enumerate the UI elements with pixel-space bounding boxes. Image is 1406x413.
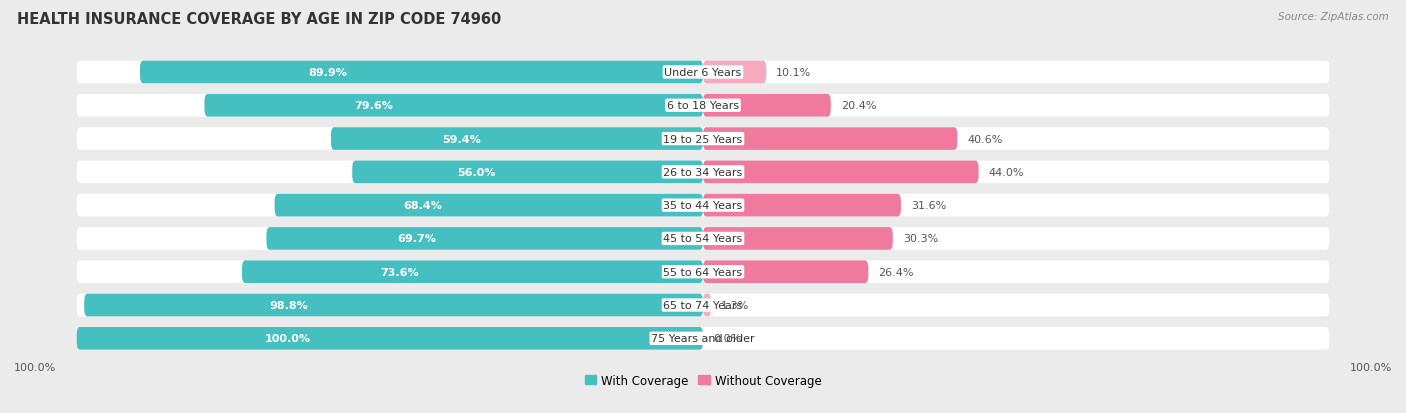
- Text: 68.4%: 68.4%: [404, 201, 441, 211]
- Text: 59.4%: 59.4%: [443, 134, 481, 144]
- FancyBboxPatch shape: [703, 62, 766, 84]
- FancyBboxPatch shape: [703, 228, 893, 250]
- Text: 10.1%: 10.1%: [776, 68, 811, 78]
- Text: 100.0%: 100.0%: [14, 362, 56, 372]
- Text: 100.0%: 100.0%: [264, 334, 311, 344]
- FancyBboxPatch shape: [77, 327, 703, 350]
- Text: 19 to 25 Years: 19 to 25 Years: [664, 134, 742, 144]
- Text: 45 to 54 Years: 45 to 54 Years: [664, 234, 742, 244]
- FancyBboxPatch shape: [703, 195, 901, 217]
- Text: 31.6%: 31.6%: [911, 201, 946, 211]
- Text: 40.6%: 40.6%: [967, 134, 1002, 144]
- FancyBboxPatch shape: [77, 228, 1329, 250]
- FancyBboxPatch shape: [77, 261, 1329, 283]
- FancyBboxPatch shape: [84, 294, 703, 317]
- FancyBboxPatch shape: [242, 261, 703, 283]
- Text: 79.6%: 79.6%: [354, 101, 392, 111]
- Text: 44.0%: 44.0%: [988, 167, 1024, 178]
- FancyBboxPatch shape: [274, 195, 703, 217]
- Text: 89.9%: 89.9%: [309, 68, 347, 78]
- FancyBboxPatch shape: [703, 294, 711, 317]
- Text: 0.0%: 0.0%: [713, 334, 741, 344]
- FancyBboxPatch shape: [141, 62, 703, 84]
- FancyBboxPatch shape: [703, 261, 869, 283]
- Text: 20.4%: 20.4%: [841, 101, 876, 111]
- Text: HEALTH INSURANCE COVERAGE BY AGE IN ZIP CODE 74960: HEALTH INSURANCE COVERAGE BY AGE IN ZIP …: [17, 12, 501, 27]
- Text: 65 to 74 Years: 65 to 74 Years: [664, 300, 742, 310]
- FancyBboxPatch shape: [77, 161, 1329, 184]
- Text: 75 Years and older: 75 Years and older: [651, 334, 755, 344]
- Text: Source: ZipAtlas.com: Source: ZipAtlas.com: [1278, 12, 1389, 22]
- FancyBboxPatch shape: [353, 161, 703, 184]
- FancyBboxPatch shape: [703, 128, 957, 150]
- FancyBboxPatch shape: [267, 228, 703, 250]
- FancyBboxPatch shape: [77, 195, 1329, 217]
- FancyBboxPatch shape: [204, 95, 703, 117]
- Legend: With Coverage, Without Coverage: With Coverage, Without Coverage: [579, 369, 827, 392]
- FancyBboxPatch shape: [77, 95, 1329, 117]
- FancyBboxPatch shape: [703, 161, 979, 184]
- Text: 35 to 44 Years: 35 to 44 Years: [664, 201, 742, 211]
- Text: 98.8%: 98.8%: [270, 300, 308, 310]
- Text: 69.7%: 69.7%: [398, 234, 436, 244]
- FancyBboxPatch shape: [703, 95, 831, 117]
- FancyBboxPatch shape: [77, 62, 1329, 84]
- Text: 1.3%: 1.3%: [721, 300, 749, 310]
- FancyBboxPatch shape: [77, 327, 1329, 350]
- FancyBboxPatch shape: [330, 128, 703, 150]
- Text: 26.4%: 26.4%: [879, 267, 914, 277]
- Text: Under 6 Years: Under 6 Years: [665, 68, 741, 78]
- FancyBboxPatch shape: [77, 294, 1329, 317]
- Text: 55 to 64 Years: 55 to 64 Years: [664, 267, 742, 277]
- Text: 6 to 18 Years: 6 to 18 Years: [666, 101, 740, 111]
- Text: 26 to 34 Years: 26 to 34 Years: [664, 167, 742, 178]
- Text: 73.6%: 73.6%: [381, 267, 419, 277]
- Text: 100.0%: 100.0%: [1350, 362, 1392, 372]
- Text: 30.3%: 30.3%: [903, 234, 938, 244]
- FancyBboxPatch shape: [77, 128, 1329, 150]
- Text: 56.0%: 56.0%: [457, 167, 496, 178]
